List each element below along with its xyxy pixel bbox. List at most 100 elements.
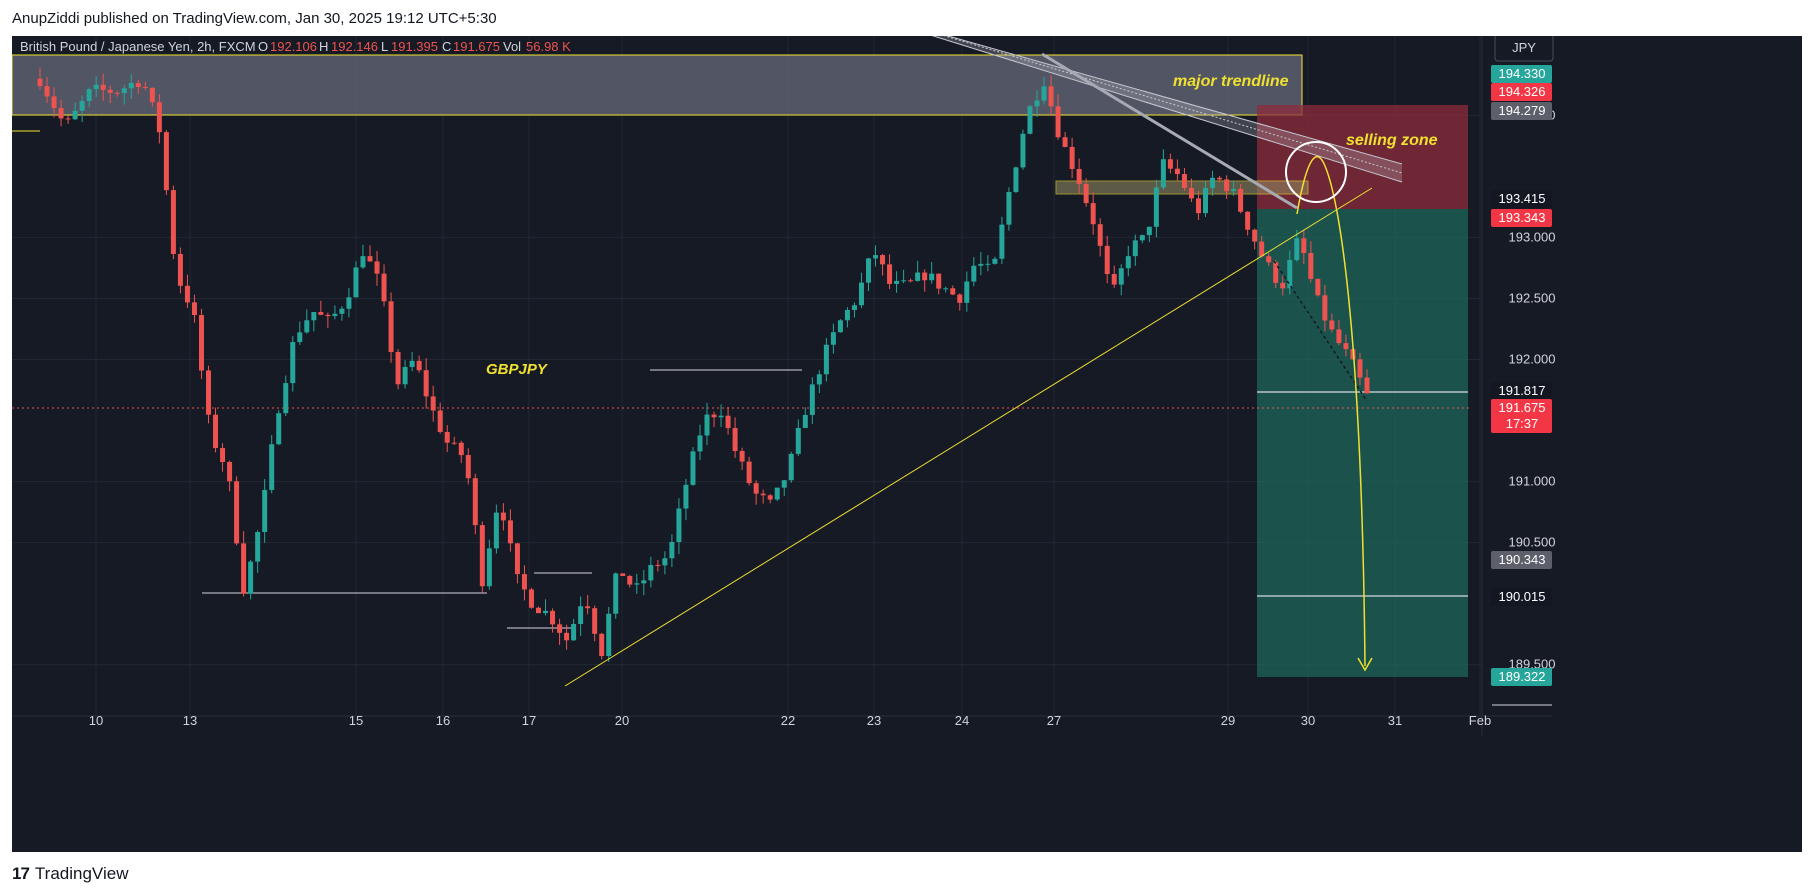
candle-body[interactable] [894,280,900,284]
candle-body[interactable] [704,414,710,436]
candle-body[interactable] [507,520,513,544]
candle-body[interactable] [592,608,598,634]
candle-body[interactable] [255,531,261,562]
candle-body[interactable] [992,258,998,264]
candle-body[interactable] [528,589,534,608]
candle-body[interactable] [957,294,963,303]
candle-body[interactable] [922,272,928,281]
candle-body[interactable] [304,320,310,333]
candle-body[interactable] [100,84,106,90]
candle-body[interactable] [1174,168,1180,175]
candle-body[interactable] [430,396,436,411]
candle-body[interactable] [1013,167,1019,193]
candle-body[interactable] [880,255,886,265]
candle-body[interactable] [93,84,99,90]
candle-body[interactable] [1210,177,1216,188]
candle-body[interactable] [465,455,471,479]
candle-body[interactable] [739,451,745,462]
candle-body[interactable] [521,574,527,590]
candle-body[interactable] [269,444,275,490]
candle-body[interactable] [51,96,57,109]
candle-body[interactable] [360,256,366,268]
candle-body[interactable] [1357,359,1363,378]
candle-body[interactable] [844,309,850,321]
candle-body[interactable] [809,384,815,415]
candle-body[interactable] [1294,238,1300,261]
candle-body[interactable] [1266,256,1272,263]
candle-body[interactable] [830,332,836,345]
candle-body[interactable] [1259,241,1265,257]
candle-body[interactable] [472,478,478,526]
candle-body[interactable] [802,414,808,428]
candle-body[interactable] [388,301,394,352]
candle-body[interactable] [543,610,549,614]
candle-body[interactable] [86,89,92,102]
candle-body[interactable] [1315,278,1321,296]
candle-body[interactable] [1069,146,1075,169]
major-trendline[interactable] [1041,52,1298,210]
candle-body[interactable] [1083,183,1089,204]
candle-body[interactable] [795,427,801,454]
candle-body[interactable] [1273,262,1279,283]
candle-body[interactable] [318,312,324,315]
candle-body[interactable] [1118,268,1124,285]
candle-body[interactable] [149,87,155,103]
candle-body[interactable] [213,414,219,449]
candle-body[interactable] [416,360,422,371]
candle-body[interactable] [655,564,661,566]
candle-body[interactable] [234,481,240,544]
trendline-channel[interactable] [927,30,1402,182]
candle-body[interactable] [58,108,64,119]
candle-body[interactable] [1132,240,1138,257]
candle-body[interactable] [1287,260,1293,289]
candle-body[interactable] [858,282,864,306]
candle-body[interactable] [163,132,169,191]
candle-body[interactable] [1308,253,1314,279]
candle-body[interactable] [1090,203,1096,225]
candle-body[interactable] [1006,192,1012,225]
candle-body[interactable] [746,461,752,484]
candle-body[interactable] [557,624,563,633]
candle-body[interactable] [1111,274,1117,285]
candle-body[interactable] [1125,256,1131,269]
candle-body[interactable] [816,374,822,385]
candle-body[interactable] [283,383,289,414]
candle-body[interactable] [915,272,921,281]
candle-body[interactable] [311,312,317,321]
candle-body[interactable] [1020,133,1026,168]
candle-body[interactable] [887,264,893,284]
candle-body[interactable] [1104,245,1110,275]
candle-body[interactable] [908,280,914,282]
candle-body[interactable] [641,580,647,584]
candle-body[interactable] [135,83,141,88]
candle-body[interactable] [936,273,942,289]
candle-body[interactable] [837,320,843,333]
candle-body[interactable] [227,461,233,482]
candle-body[interactable] [971,265,977,282]
candle-body[interactable] [1195,198,1201,214]
candle-body[interactable] [1181,174,1187,188]
candle-body[interactable] [241,543,247,594]
candle-body[interactable] [1329,320,1335,330]
candle-body[interactable] [648,564,654,581]
candle-body[interactable] [332,313,338,317]
candles[interactable] [37,67,1370,662]
candle-body[interactable] [128,83,134,89]
candle-body[interactable] [107,89,113,93]
candle-body[interactable] [346,297,352,309]
candle-body[interactable] [550,610,556,625]
candle-body[interactable] [1076,168,1082,184]
candle-body[interactable] [950,288,956,295]
candle-body[interactable] [458,442,464,456]
candle-body[interactable] [718,415,724,418]
price-chart[interactable]: GBPJPY major trendline selling zone 194.… [11,29,1802,852]
candle-body[interactable] [1160,159,1166,188]
candle-body[interactable] [788,453,794,481]
candle-body[interactable] [248,561,254,594]
candle-body[interactable] [44,86,50,97]
projection-curve[interactable] [1296,155,1366,667]
candle-body[interactable] [767,495,773,500]
chart-area[interactable]: GBPJPY major trendline selling zone 194.… [11,29,1802,852]
candle-body[interactable] [599,633,605,656]
candle-body[interactable] [873,255,879,259]
